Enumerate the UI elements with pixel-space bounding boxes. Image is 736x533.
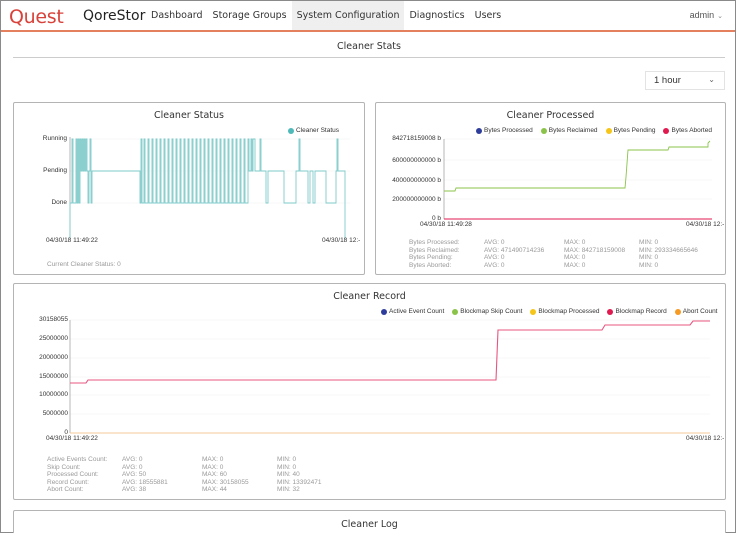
legend-bytes-pending[interactable]: Bytes Pending [605, 127, 656, 134]
legend-active-event-count[interactable]: Active Event Count [381, 308, 444, 315]
legend-label: Bytes Pending [613, 127, 656, 134]
legend-blockmap-skip-count[interactable]: Blockmap Skip Count [452, 308, 522, 315]
y-label: 10000000 [39, 391, 68, 398]
legend-blockmap-record[interactable]: Blockmap Record [607, 308, 667, 315]
y-label: 15000000 [39, 373, 68, 380]
user-name: admin [689, 10, 715, 20]
current-cleaner-status: Current Cleaner Status: 0 [47, 261, 121, 268]
cleaner-log-panel: Cleaner Log [13, 510, 726, 533]
x-label-end: 04/30/18 12:- [686, 435, 725, 442]
nav-dashboard[interactable]: Dashboard [151, 10, 203, 21]
cleaner-processed-chart [443, 138, 712, 220]
page-title: Cleaner Stats [13, 38, 725, 58]
x-label-end: 04/30/18 12:- [686, 221, 725, 228]
chart-legend: Active Event Count Blockmap Skip Count B… [381, 308, 717, 315]
nav-diagnostics[interactable]: Diagnostics [409, 10, 465, 21]
legend-dot-icon [476, 127, 482, 134]
legend-dot-icon [381, 308, 387, 315]
x-label-start: 04/30/18 11:49:22 [46, 237, 98, 244]
y-label: 25000000 [39, 335, 68, 342]
nav-storage-groups[interactable]: Storage Groups [212, 10, 287, 21]
legend-cleaner-status[interactable]: Cleaner Status [288, 127, 339, 134]
user-menu[interactable]: admin ⌄ [690, 10, 723, 20]
legend-dot-icon [605, 127, 612, 134]
y-label-pending: Pending [43, 167, 67, 174]
legend-dot-icon [663, 127, 670, 134]
chevron-down-icon: ⌄ [717, 13, 723, 20]
y-label: 30158055 [39, 316, 68, 323]
legend-label: Blockmap Processed [538, 308, 600, 315]
stat-row: Bytes Processed: AVG: 0 MAX: 0 MIN: 0 [409, 239, 659, 246]
cleaner-record-panel: Cleaner Record Active Event Count Blockm… [13, 283, 726, 500]
legend-label: Cleaner Status [296, 127, 339, 134]
chevron-down-icon: ⌄ [708, 75, 715, 84]
y-label: 0 [64, 429, 68, 436]
panel-title: Cleaner Processed [506, 110, 595, 121]
legend-abort-count[interactable]: Abort Count [674, 308, 718, 315]
main-nav: Dashboard Storage Groups System Configur… [146, 1, 506, 30]
stat-row: Bytes Reclaimed: AVG: 471490714236 MAX: 84… [409, 246, 698, 254]
y-label: 5000000 [42, 410, 68, 417]
cleaner-status-chart [69, 137, 350, 239]
cleaner-status-panel: Cleaner Status Cleaner Status Running Pe… [13, 102, 365, 275]
legend-dot-icon [607, 308, 614, 315]
product-name[interactable]: QoreStor [83, 8, 146, 24]
legend-label: Abort Count [682, 308, 718, 315]
y-label-running: Running [42, 135, 67, 142]
stat-row: Active Events Count: AVG: 0 MAX: 0 MIN: 0 [47, 456, 297, 463]
legend-bytes-aborted[interactable]: Bytes Aborted [663, 127, 712, 134]
x-label-start: 04/30/18 11:49:28 [420, 221, 472, 228]
panel-title: Cleaner Record [333, 291, 406, 302]
y-label: 20000000 [39, 354, 68, 361]
y-label: 842718159008 b [392, 135, 441, 142]
processed-stats: Bytes Processed: AVG: 0 MAX: 0 MIN: 0 Bytes… [409, 239, 698, 269]
legend-dot-icon [288, 127, 294, 134]
y-label: 0 b [431, 215, 441, 222]
legend-label: Active Event Count [389, 308, 445, 315]
time-range-value: 1 hour [654, 75, 681, 86]
quest-logo[interactable]: Quest [9, 6, 64, 28]
legend-dot-icon [674, 308, 681, 315]
legend-dot-icon [452, 308, 459, 315]
nav-users[interactable]: Users [474, 10, 502, 21]
y-label: 600000000000 b [392, 157, 441, 164]
y-label: 200000000000 b [392, 196, 441, 203]
legend-label: Bytes Processed [484, 127, 533, 134]
cleaner-processed-panel: Cleaner Processed Bytes Processed Bytes … [375, 102, 726, 275]
panel-title: Cleaner Log [341, 519, 398, 530]
record-stats: Active Events Count: AVG: 0 MAX: 0 MIN: 0 S… [47, 456, 321, 494]
stat-row: Bytes Pending: AVG: 0 MAX: 0 MIN: 0 [409, 254, 659, 262]
legend-label: Blockmap Record [615, 308, 667, 315]
y-label-done: Done [51, 199, 67, 206]
legend-label: Bytes Reclaimed [548, 127, 598, 134]
legend-blockmap-processed[interactable]: Blockmap Processed [530, 308, 599, 315]
legend-bytes-reclaimed[interactable]: Bytes Reclaimed [540, 127, 598, 134]
legend-dot-icon [530, 308, 537, 315]
legend-label: Bytes Aborted [671, 127, 712, 134]
stat-row: Skip Count: AVG: 0 MAX: 0 MIN: 0 [47, 463, 297, 471]
cleaner-record-chart [69, 319, 710, 434]
x-label-start: 04/30/18 11:49:22 [46, 435, 98, 442]
stat-row: Abort Count: AVG: 38 MAX: 44 MIN: 32 [47, 486, 300, 494]
stat-row: Record Count: AVG: 18555881 MAX: 30158055 M… [47, 478, 322, 486]
chart-legend: Bytes Processed Bytes Reclaimed Bytes Pe… [476, 127, 712, 134]
chart-legend: Cleaner Status [288, 127, 339, 134]
y-label: 400000000000 b [392, 177, 441, 184]
x-label-end: 04/30/18 12:- [322, 237, 361, 244]
legend-dot-icon [540, 127, 547, 134]
panel-title: Cleaner Status [153, 110, 224, 121]
time-range-select[interactable]: 1 hour ⌄ [645, 71, 725, 90]
stat-row: Bytes Aborted: AVG: 0 MAX: 0 MIN: 0 [409, 261, 659, 269]
stat-row: Processed Count: AVG: 50 MAX: 60 MIN: 40 [47, 471, 300, 479]
nav-system-configuration[interactable]: System Configuration [291, 1, 405, 30]
legend-label: Blockmap Skip Count [460, 308, 523, 315]
top-navigation-bar: Quest QoreStor Dashboard Storage Groups … [1, 1, 735, 32]
legend-bytes-processed[interactable]: Bytes Processed [476, 127, 533, 134]
